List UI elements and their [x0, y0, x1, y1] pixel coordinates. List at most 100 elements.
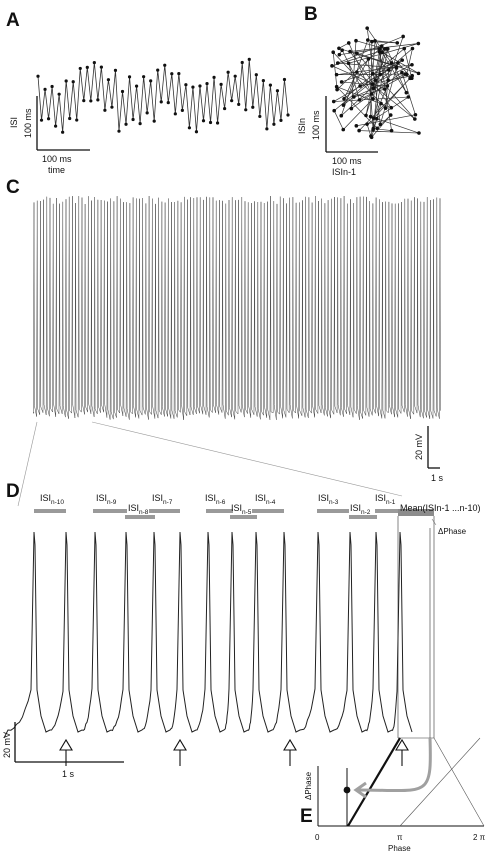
hollow-up-arrow-icon [395, 738, 409, 766]
return-map-point [368, 114, 373, 119]
isi-point [265, 127, 269, 131]
return-map-point [377, 47, 382, 51]
mean-isi-bar [398, 509, 434, 516]
isi-point [82, 99, 86, 103]
isi-point [117, 129, 121, 133]
isi-point [219, 82, 223, 86]
isi-point [57, 92, 61, 96]
panel-e-ylabel: ΔPhase [304, 771, 313, 800]
isi-point [268, 83, 272, 87]
isi-point [191, 85, 195, 89]
return-map-point [332, 108, 336, 113]
return-map-point [385, 47, 390, 51]
return-map-point [410, 46, 415, 51]
isi-point [85, 65, 89, 69]
return-map-point [365, 122, 369, 126]
return-map-point [410, 62, 414, 67]
return-map-point [416, 71, 421, 76]
isi-point [258, 114, 262, 119]
isi-point [131, 117, 135, 122]
return-map-point [388, 113, 393, 117]
return-map-point [375, 126, 380, 131]
panel-a: A ISI 100 ms 100 ms time [6, 10, 290, 175]
return-map-point [386, 68, 391, 72]
hollow-up-arrow-icon [173, 738, 187, 766]
isi-point [110, 105, 114, 109]
return-map-point [341, 103, 346, 107]
return-map-point [349, 106, 354, 111]
return-map-point [385, 84, 390, 88]
isi-point [177, 72, 181, 76]
isi-point [149, 79, 153, 83]
return-map-point [383, 106, 388, 110]
spike-train-path [33, 195, 441, 420]
hollow-up-arrow-icon [59, 738, 73, 766]
return-map-point [339, 113, 344, 118]
prc-data-point [343, 786, 351, 794]
panel-e-tick-0: 0 [315, 833, 320, 842]
zoom-line-right [91, 421, 403, 497]
isi-point [145, 111, 149, 115]
isi-point [254, 73, 258, 77]
long-voltage-trace [33, 195, 441, 420]
panel-e: E ΔPhase Phase 0 π 2 π [300, 737, 486, 853]
isi-point [205, 81, 209, 86]
return-map-point [346, 41, 351, 45]
mean-isi-label: Mean(ISIn-1 ...n-10) [400, 503, 481, 513]
panel-b-letter: B [304, 4, 318, 25]
isi-point [230, 99, 234, 103]
prc-curve [347, 737, 401, 827]
isi-point [89, 99, 93, 103]
isi-label-n-8: ISIn-8 [128, 503, 149, 516]
return-map-point [371, 96, 375, 101]
delta-phase-label: ΔPhase [438, 527, 467, 536]
hollow-up-arrow-icon [283, 738, 297, 766]
return-map-point [365, 38, 370, 42]
isi-point [68, 116, 72, 121]
isi-point [184, 83, 188, 87]
isi-point [106, 78, 111, 82]
isi-label-n-1: ISIn-1 [375, 493, 396, 506]
isi-point [96, 98, 100, 102]
panel-b-xscale: 100 ms [332, 156, 362, 166]
panel-a-yscale: 100 ms [23, 108, 33, 138]
isi-point [251, 105, 255, 109]
isi-point [212, 75, 216, 79]
return-map-point [413, 112, 418, 117]
return-map-point [380, 50, 384, 55]
return-map-point [389, 61, 394, 65]
panel-c-vscale: 20 mV [414, 434, 424, 460]
isi-point [99, 65, 103, 69]
return-map-point [371, 128, 375, 132]
return-map-point [370, 82, 375, 86]
return-map-point [404, 90, 409, 95]
isi-point [237, 102, 241, 107]
panel-b-yscale: 100 ms [311, 110, 321, 140]
isi-point [208, 120, 213, 125]
isi-point [134, 84, 139, 88]
isi-point [272, 122, 276, 126]
isi-point [36, 74, 40, 78]
return-map-point [395, 41, 400, 45]
return-map-point [370, 71, 375, 76]
return-map-point [378, 122, 383, 127]
return-map-point [366, 57, 371, 61]
panel-a-ylabel: ISI [9, 117, 19, 128]
return-map-point [401, 34, 405, 39]
isi-point [127, 75, 132, 79]
isi-point [124, 122, 128, 126]
panel-d-vscale: 20 mV [2, 732, 12, 758]
return-map-point [331, 99, 336, 104]
isi-point [50, 84, 54, 89]
isi-point [39, 118, 44, 122]
return-map-point [340, 48, 344, 52]
panel-d-letter: D [6, 481, 20, 502]
isi-label-n-3: ISIn-3 [318, 493, 339, 506]
isi-point [113, 68, 118, 72]
isi-data-points [36, 57, 290, 134]
isi-point [261, 79, 265, 83]
isi-label-n-10: ISIn-10 [40, 493, 64, 506]
return-map-point [413, 117, 417, 121]
return-map-point [330, 64, 334, 68]
return-map-point [337, 46, 341, 51]
